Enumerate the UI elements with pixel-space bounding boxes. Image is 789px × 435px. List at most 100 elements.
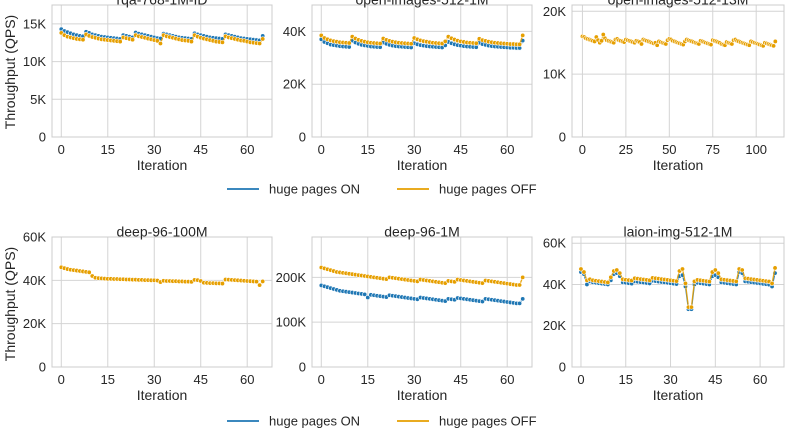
data-point — [706, 279, 712, 285]
x-tick-label: 30 — [663, 372, 677, 387]
x-tick-label: 30 — [147, 372, 161, 387]
y-tick-label: 10K — [543, 67, 566, 82]
y-tick-label: 20K — [543, 318, 566, 333]
x-tick-label: 30 — [407, 142, 421, 157]
x-tick-label: 30 — [147, 142, 161, 157]
y-tick-label: 200K — [276, 270, 307, 285]
data-point — [254, 279, 260, 285]
data-point — [608, 274, 614, 280]
y-tick-label: 40K — [283, 24, 306, 39]
y-tick-label: 60K — [543, 236, 566, 251]
x-tick-label: 45 — [708, 372, 722, 387]
legend-label: huge pages OFF — [439, 414, 537, 429]
data-point — [769, 280, 775, 286]
series-off — [579, 32, 778, 49]
x-tick-label: 0 — [577, 372, 584, 387]
x-tick-label: 25 — [619, 142, 633, 157]
x-tick-label: 75 — [706, 142, 720, 157]
legend-entry-on: huge pages ON — [227, 182, 360, 197]
data-point — [130, 37, 136, 43]
data-point — [260, 36, 266, 42]
panel-2: 0 20K 40K 0 15 30 45 60 open-images-512-1M Iterat… — [283, 0, 533, 173]
y-axis-label: Throughput (QPS) — [2, 15, 18, 129]
data-point — [517, 300, 523, 306]
legend-entry-off: huge pages OFF — [397, 414, 537, 429]
series-off — [58, 30, 266, 46]
data-point — [260, 278, 266, 284]
y-axis-label-row1: Throughput (QPS) — [2, 15, 18, 129]
x-axis-label: Iteration — [653, 387, 704, 403]
series-on — [318, 282, 526, 306]
data-point — [617, 270, 623, 276]
y-tick-label: 60K — [23, 230, 46, 245]
data-point — [581, 269, 587, 275]
x-tick-label: 15 — [361, 142, 375, 157]
data-point — [479, 299, 485, 305]
y-axis-label-row2: Throughput (QPS) — [2, 247, 18, 361]
data-point — [520, 296, 526, 302]
x-axis-label: Iteration — [137, 387, 188, 403]
data-point — [257, 40, 263, 46]
panel-4: 0 20K 40K 60K 0 15 30 45 60 deep-96-100M Iteration — [23, 224, 273, 403]
data-point — [80, 37, 86, 43]
data-point — [614, 267, 620, 273]
data-point — [733, 278, 739, 284]
panel-6: 0 20K 40K 60K 0 15 30 45 60 laion-img-512-1M Itera… — [543, 224, 785, 403]
legend-row1: huge pages ON huge pages OFF — [227, 182, 537, 197]
data-point — [257, 282, 263, 288]
x-tick-label: 0 — [318, 372, 325, 387]
data-point — [219, 39, 225, 45]
y-tick-label: 20K — [543, 4, 566, 19]
data-point — [682, 280, 688, 286]
series-off — [318, 264, 526, 288]
plot-area — [52, 5, 272, 137]
y-tick-label: 40K — [23, 273, 46, 288]
panel-title: laion-img-512-1M — [624, 224, 733, 240]
x-tick-label: 0 — [58, 142, 65, 157]
data-point — [154, 38, 160, 44]
plot-area — [312, 5, 532, 137]
plot-frame — [51, 4, 273, 138]
legend-label: huge pages OFF — [439, 182, 537, 197]
legend-row2: huge pages ON huge pages OFF — [227, 414, 537, 429]
x-tick-label: 15 — [101, 372, 115, 387]
x-axis-label: Iteration — [137, 157, 188, 173]
x-axis-label: Iteration — [653, 157, 704, 173]
data-point — [318, 32, 324, 38]
x-tick-label: 45 — [193, 142, 207, 157]
panel-title: open-images-512-1M — [355, 0, 488, 8]
legend-entry-on: huge pages ON — [227, 414, 360, 429]
x-tick-label: 15 — [101, 142, 115, 157]
plot-frame — [571, 236, 785, 368]
data-point — [688, 304, 694, 310]
x-axis-label: Iteration — [397, 157, 448, 173]
data-point — [117, 39, 123, 45]
y-axis-label: Throughput (QPS) — [2, 247, 18, 361]
legend-entry-off: huge pages OFF — [397, 182, 537, 197]
y-tick-label: 5K — [30, 92, 46, 107]
y-tick-label: 100K — [276, 315, 307, 330]
x-tick-label: 0 — [58, 372, 65, 387]
data-point — [346, 40, 352, 46]
y-tick-label: 10K — [23, 54, 46, 69]
x-tick-label: 45 — [453, 372, 467, 387]
panel-title: deep-96-100M — [116, 224, 207, 240]
data-point — [605, 279, 611, 285]
x-tick-label: 45 — [453, 142, 467, 157]
x-tick-label: 60 — [240, 372, 254, 387]
y-tick-label: 15K — [23, 16, 46, 31]
data-point — [442, 38, 448, 44]
x-tick-label: 30 — [407, 372, 421, 387]
series-off — [578, 265, 778, 310]
plot-frame — [311, 236, 533, 368]
y-tick-label: 0 — [559, 130, 566, 145]
x-tick-label: 60 — [240, 142, 254, 157]
panel-3: 0 10K 20K 0 25 50 75 100 open-images-512-13M Iter… — [543, 0, 785, 173]
data-point — [377, 41, 383, 47]
data-point — [679, 266, 685, 272]
data-point — [517, 41, 523, 47]
legend-label: huge pages ON — [269, 182, 360, 197]
x-tick-label: 50 — [662, 142, 676, 157]
plot-area — [572, 5, 784, 137]
